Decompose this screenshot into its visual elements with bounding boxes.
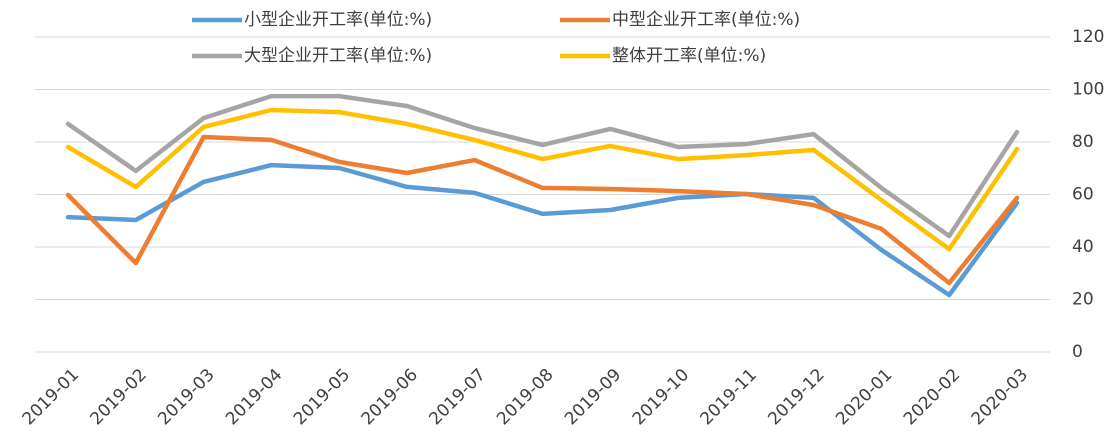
y-tick-label: 80 [1072, 132, 1094, 152]
y-tick-label: 20 [1072, 290, 1094, 310]
series-line [65, 162, 1020, 298]
x-tick-label: 2020-02 [900, 365, 964, 429]
y-tick-label: 120 [1072, 27, 1104, 47]
legend-label: 整体开工率(单位:%) [612, 46, 766, 66]
legend-label: 小型企业开工率(单位:%) [244, 10, 432, 30]
legend-label: 中型企业开工率(单位:%) [612, 10, 800, 30]
x-tick-label: 2019-09 [561, 365, 625, 429]
legend-label: 大型企业开工率(单位:%) [244, 46, 432, 66]
x-tick-label: 2019-06 [358, 365, 422, 429]
x-tick-label: 2019-10 [629, 365, 693, 429]
x-tick-label: 2020-03 [968, 365, 1032, 429]
y-tick-label: 100 [1072, 80, 1104, 100]
x-tick-label: 2019-02 [86, 365, 150, 429]
x-tick-label: 2019-01 [19, 365, 83, 429]
series-line [65, 107, 1020, 252]
series-line [65, 93, 1020, 239]
x-tick-label: 2020-01 [832, 365, 896, 429]
x-tick-label: 2019-05 [290, 365, 354, 429]
x-tick-label: 2019-11 [697, 365, 761, 429]
y-tick-label: 0 [1072, 342, 1083, 362]
x-tick-label: 2019-08 [493, 365, 557, 429]
x-tick-label: 2019-12 [764, 365, 828, 429]
series-line [65, 134, 1020, 286]
x-tick-label: 2019-04 [222, 365, 286, 429]
y-tick-label: 60 [1072, 185, 1094, 205]
x-tick-label: 2019-03 [154, 365, 218, 429]
x-tick-label: 2019-07 [425, 365, 489, 429]
y-tick-label: 40 [1072, 237, 1094, 257]
